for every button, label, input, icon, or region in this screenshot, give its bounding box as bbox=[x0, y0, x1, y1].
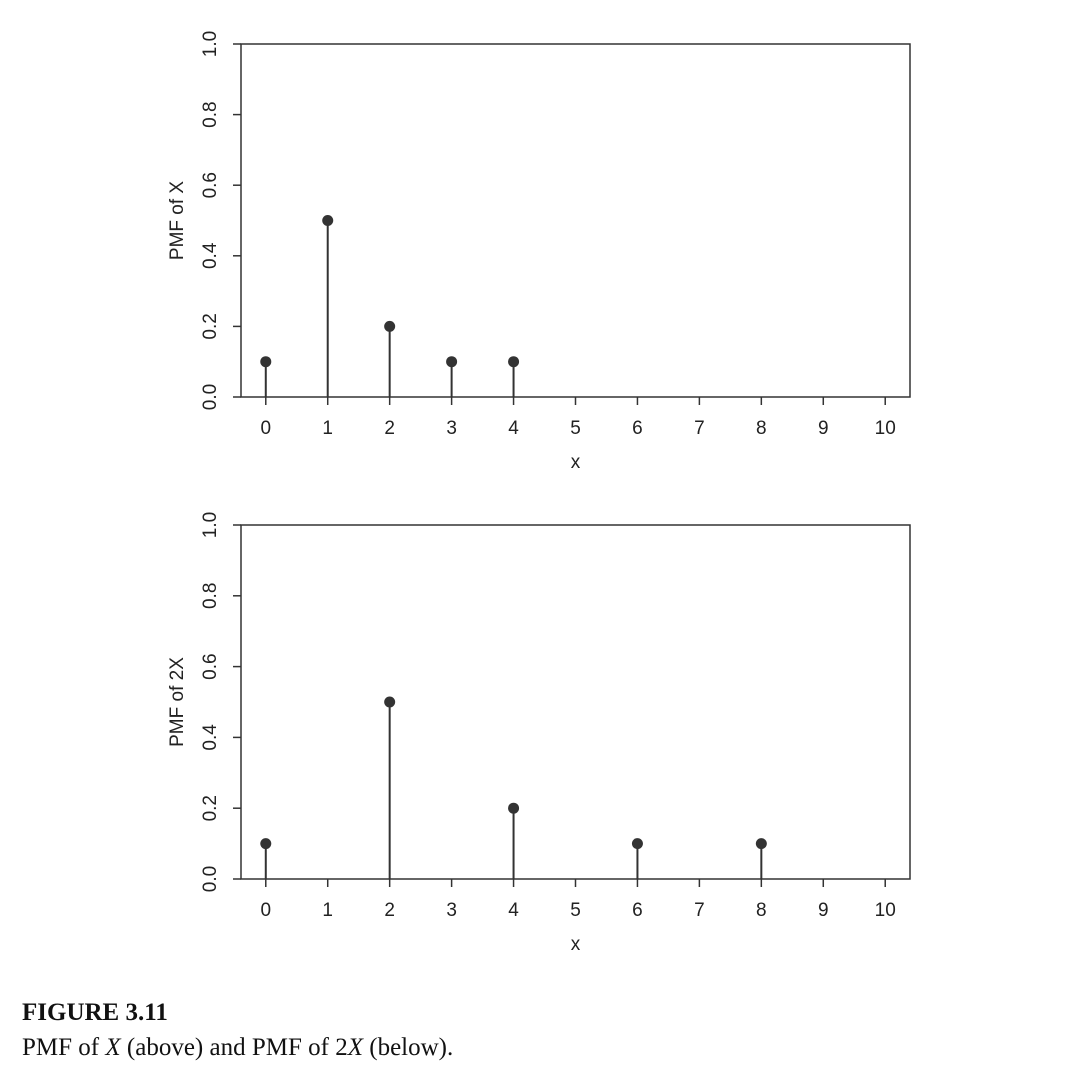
x-tick-label: 8 bbox=[756, 900, 767, 921]
stem-point bbox=[631, 838, 643, 850]
plot-frame bbox=[240, 524, 911, 880]
x-tick-label: 7 bbox=[694, 418, 705, 439]
x-tick-label: 9 bbox=[818, 418, 829, 439]
x-axis-label: x bbox=[571, 934, 581, 955]
caption-part: X bbox=[104, 1034, 122, 1061]
x-tick-label: 7 bbox=[694, 900, 705, 921]
stem-point bbox=[384, 696, 396, 708]
y-tick-label: 0.0 bbox=[200, 866, 221, 892]
stem-point bbox=[260, 356, 272, 368]
figure-label: FIGURE 3.11 bbox=[22, 999, 168, 1026]
x-tick-label: 4 bbox=[508, 900, 519, 921]
stem-point bbox=[384, 320, 396, 332]
x-tick-label: 1 bbox=[322, 418, 333, 439]
x-axis-label: x bbox=[571, 452, 581, 473]
x-tick-label: 8 bbox=[756, 418, 767, 439]
plot-frame bbox=[240, 43, 911, 398]
x-tick-label: 3 bbox=[446, 418, 457, 439]
y-tick-label: 0.2 bbox=[200, 313, 221, 339]
y-tick-label: 0.0 bbox=[200, 384, 221, 410]
caption-part: X bbox=[347, 1034, 365, 1061]
x-tick-label: 1 bbox=[322, 900, 333, 921]
y-axis-label: PMF of 2X bbox=[167, 657, 188, 747]
y-tick-label: 0.8 bbox=[200, 583, 221, 609]
x-tick-label: 5 bbox=[570, 418, 581, 439]
stem-point bbox=[755, 838, 767, 850]
caption-part: (below). bbox=[363, 1034, 453, 1061]
x-tick-label: 10 bbox=[875, 418, 896, 439]
y-tick-label: 0.6 bbox=[200, 172, 221, 198]
x-tick-label: 4 bbox=[508, 418, 519, 439]
y-tick-label: 0.2 bbox=[200, 795, 221, 821]
y-axis-label: PMF of X bbox=[167, 181, 188, 261]
x-tick-label: 2 bbox=[384, 900, 395, 921]
x-tick-label: 6 bbox=[632, 900, 643, 921]
stem-point bbox=[508, 356, 520, 368]
y-tick-label: 0.4 bbox=[200, 724, 221, 751]
y-tick-label: 0.8 bbox=[200, 101, 221, 127]
x-tick-label: 5 bbox=[570, 900, 581, 921]
x-tick-label: 10 bbox=[875, 900, 896, 921]
x-tick-label: 0 bbox=[260, 418, 271, 439]
x-tick-label: 2 bbox=[384, 418, 395, 439]
y-tick-label: 1.0 bbox=[200, 31, 221, 57]
x-tick-label: 0 bbox=[260, 900, 271, 921]
caption-part: PMF of bbox=[22, 1034, 105, 1061]
x-tick-label: 3 bbox=[446, 900, 457, 921]
y-tick-label: 1.0 bbox=[200, 512, 221, 538]
y-tick-label: 0.4 bbox=[200, 242, 221, 269]
y-tick-label: 0.6 bbox=[200, 653, 221, 679]
stem-point bbox=[322, 215, 334, 226]
figure-caption: PMF of X (above) and PMF of 2X (below). bbox=[22, 1034, 453, 1061]
x-tick-label: 9 bbox=[818, 900, 829, 921]
stem-point bbox=[260, 838, 272, 850]
stem-point bbox=[508, 802, 520, 814]
x-tick-label: 6 bbox=[632, 418, 643, 439]
stem-point bbox=[446, 356, 458, 368]
caption-part: (above) and PMF of 2 bbox=[121, 1034, 348, 1061]
